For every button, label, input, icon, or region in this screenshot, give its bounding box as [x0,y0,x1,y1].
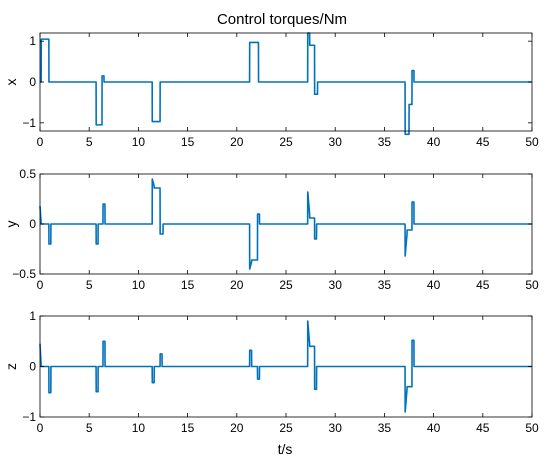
x-tick-label: 10 [132,421,146,435]
x-tick-label: 40 [427,278,441,292]
x-tick-label: 10 [132,135,146,149]
x-tick-label: 20 [230,135,244,149]
y-axis-label-x: x [3,79,19,86]
x-tick-label: 5 [86,421,93,435]
x-tick-label: 15 [181,135,195,149]
y-tick-label: 0.5 [19,167,36,181]
y-tick-label: 1 [29,34,36,48]
y-tick-label: 1 [29,309,36,323]
x-tick-label: 40 [427,135,441,149]
y-tick-label: −1 [22,410,36,424]
x-tick-label: 25 [279,421,293,435]
x-tick-label: 5 [86,278,93,292]
y-tick-label: 0 [29,217,36,231]
x-tick-label: 35 [378,278,392,292]
x-tick-label: 5 [86,135,93,149]
series-line-y [39,178,532,270]
subplot-y: 0 5 10 15 20 25 30 35 40 45 50−0.500.5y [3,167,539,292]
x-tick-label: 25 [279,135,293,149]
x-tick-label: 35 [378,135,392,149]
x-tick-label: 35 [378,421,392,435]
y-tick-label: 0 [29,75,36,89]
x-tick-label: 20 [230,421,244,435]
x-tick-label: 20 [230,278,244,292]
series-line-x [40,32,532,136]
series-line-z [39,320,532,413]
x-tick-label: 45 [476,421,490,435]
x-tick-label: 45 [476,135,490,149]
figure-title: Control torques/Nm [217,11,347,28]
x-tick-label: 15 [181,421,195,435]
x-tick-label: 30 [329,278,343,292]
x-tick-label: 10 [132,278,146,292]
x-tick-label: 0 [37,278,44,292]
x-tick-label: 50 [525,135,539,149]
x-tick-label: 15 [181,278,195,292]
x-tick-label: 40 [427,421,441,435]
y-axis-label-y: y [3,221,19,228]
x-tick-label: 30 [329,135,343,149]
x-tick-label: 45 [476,278,490,292]
y-axis-label-z: z [3,363,19,370]
x-tick-label: 0 [37,135,44,149]
x-axis-label: t/s [278,441,293,457]
x-tick-label: 50 [525,421,539,435]
x-tick-label: 25 [279,278,293,292]
x-tick-label: 0 [37,421,44,435]
x-tick-label: 30 [329,421,343,435]
y-tick-label: −1 [22,116,36,130]
y-tick-label: 0 [29,360,36,374]
y-tick-label: −0.5 [12,267,36,281]
x-tick-label: 50 [525,278,539,292]
